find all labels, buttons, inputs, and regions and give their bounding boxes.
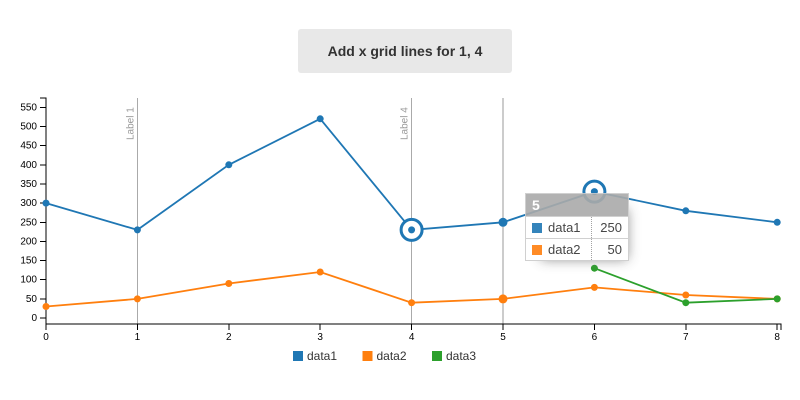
tooltip-swatch-data2 <box>532 245 542 255</box>
y-tick-label: 150 <box>20 256 37 267</box>
legend-item-data1[interactable]: data1 <box>293 349 337 363</box>
selected-point-dot-data1-4 <box>408 226 416 234</box>
point-data1-7[interactable] <box>682 207 690 215</box>
tooltip-name: data1 <box>525 216 592 239</box>
point-data2-6[interactable] <box>590 283 598 291</box>
point-data1-3[interactable] <box>316 115 324 123</box>
legend-label-data2: data2 <box>377 349 407 363</box>
x-axis: 0 1 2 3 4 5 6 7 8 <box>43 323 782 343</box>
legend-swatch-data2 <box>362 351 373 361</box>
point-data2-0[interactable] <box>42 303 50 310</box>
y-tick-label: 450 <box>20 141 37 152</box>
legend-item-data2[interactable]: data2 <box>362 349 407 363</box>
legend-swatch-data1 <box>293 351 303 361</box>
y-tick-label: 550 <box>20 102 37 113</box>
point-data1-2[interactable] <box>225 161 233 169</box>
x-tick-label: 5 <box>500 332 506 343</box>
point-data2-1[interactable] <box>133 295 141 303</box>
legend-item-data3[interactable]: data3 <box>432 349 476 363</box>
point-data2-2[interactable] <box>225 280 233 287</box>
tooltip-value: 250 <box>590 216 629 239</box>
x-tick-label: 4 <box>409 332 415 343</box>
point-data2-4[interactable] <box>408 299 416 307</box>
point-data3-7[interactable] <box>682 299 690 307</box>
point-data1-1[interactable] <box>133 226 141 234</box>
y-tick-label: 50 <box>26 294 38 305</box>
y-tick-label: 400 <box>20 160 37 171</box>
x-tick-label: 0 <box>43 332 49 343</box>
point-data3-6[interactable] <box>590 264 598 272</box>
legend-swatch-data3 <box>432 351 442 361</box>
x-grid-label-1: Label 1 <box>125 107 136 140</box>
tooltip-row-data1: data1 250 <box>525 216 629 239</box>
x-tick-label: 1 <box>135 332 141 343</box>
tooltip-value: 50 <box>590 238 629 261</box>
legend: data1 data2 data3 <box>293 349 476 363</box>
x-tick-label: 7 <box>683 332 689 343</box>
y-tick-label: 200 <box>20 236 37 247</box>
point-data1-5[interactable] <box>498 217 508 227</box>
tooltip-name: data2 <box>525 238 592 261</box>
x-tick-label: 8 <box>774 332 780 343</box>
x-tick-label: 6 <box>592 332 598 343</box>
tooltip-table: 5 data1 250 data2 50 <box>525 193 629 261</box>
point-data1-0[interactable] <box>42 199 50 207</box>
y-tick-label: 500 <box>20 122 37 133</box>
point-data3-8[interactable] <box>773 295 781 303</box>
y-tick-label: 300 <box>20 198 37 209</box>
y-axis: 0 50 100 150 200 250 300 350 400 450 500 550 <box>20 97 47 324</box>
tooltip: 5 data1 250 data2 50 <box>525 193 629 261</box>
point-data2-7[interactable] <box>682 291 690 299</box>
y-tick-label: 100 <box>20 275 37 286</box>
y-tick-label: 250 <box>20 217 37 228</box>
x-tick-label: 2 <box>226 332 232 343</box>
point-data1-8[interactable] <box>773 218 781 226</box>
legend-label-data3: data3 <box>446 349 476 363</box>
legend-label-data1: data1 <box>307 349 337 363</box>
x-tick-label: 3 <box>317 332 323 343</box>
y-tick-label: 0 <box>31 313 37 324</box>
tooltip-title: 5 <box>525 193 629 217</box>
add-gridlines-button[interactable]: Add x grid lines for 1, 4 <box>298 29 512 73</box>
point-data2-3[interactable] <box>316 268 324 276</box>
tooltip-swatch-data1 <box>532 223 542 233</box>
x-grid-label-4: Label 4 <box>400 107 411 140</box>
point-data2-5[interactable] <box>498 294 508 304</box>
y-tick-label: 350 <box>20 179 37 190</box>
tooltip-row-data2: data2 50 <box>525 238 629 261</box>
